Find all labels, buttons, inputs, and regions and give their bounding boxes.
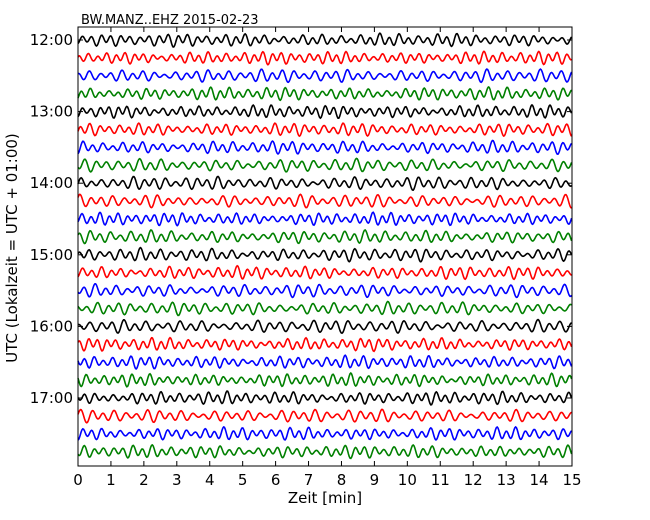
trace-line bbox=[77, 139, 573, 156]
y-tick-label: 14:00 bbox=[30, 174, 73, 192]
x-tick-label: 14 bbox=[530, 471, 549, 489]
trace-line bbox=[77, 318, 573, 335]
x-tick-label: 7 bbox=[304, 471, 314, 489]
x-tick-label: 10 bbox=[398, 471, 417, 489]
x-tick-label: 9 bbox=[370, 471, 380, 489]
trace-line bbox=[77, 68, 573, 84]
trace-line bbox=[77, 283, 573, 299]
x-tick-label: 8 bbox=[337, 471, 347, 489]
trace-line bbox=[77, 211, 573, 227]
trace-line bbox=[77, 175, 573, 191]
chart-title: BW.MANZ..EHZ 2015-02-23 bbox=[81, 13, 259, 28]
y-axis-label: UTC (Lokalzeit = UTC + 01:00) bbox=[3, 133, 21, 363]
trace-line bbox=[77, 300, 573, 317]
y-tick-label: 12:00 bbox=[30, 31, 73, 49]
x-tick-label: 13 bbox=[497, 471, 516, 489]
x-tick-label: 4 bbox=[205, 471, 215, 489]
x-tick-label: 2 bbox=[139, 471, 149, 489]
trace-line bbox=[77, 336, 573, 353]
x-tick-label: 5 bbox=[238, 471, 248, 489]
x-tick-label: 6 bbox=[271, 471, 281, 489]
x-tick-label: 11 bbox=[431, 471, 450, 489]
trace-line bbox=[77, 103, 573, 120]
x-tick-label: 12 bbox=[464, 471, 483, 489]
x-axis-ticks: 0 1 2 3 4 5 6 7 8 9 10 11 12 13 14 15 bbox=[73, 27, 582, 489]
y-tick-label: 13:00 bbox=[30, 103, 73, 121]
y-axis-ticks: 12:00 13:00 14:00 15:00 16:00 17:00 bbox=[30, 31, 572, 407]
trace-line bbox=[77, 408, 572, 424]
trace-line bbox=[77, 86, 573, 102]
x-tick-label: 0 bbox=[73, 471, 83, 489]
x-tick-label: 1 bbox=[106, 471, 116, 489]
trace-line bbox=[77, 229, 573, 245]
plot-frame bbox=[77, 26, 573, 467]
seismogram-traces bbox=[77, 32, 573, 460]
y-tick-label: 15:00 bbox=[30, 246, 73, 264]
trace-line bbox=[77, 371, 573, 388]
y-tick-label: 16:00 bbox=[30, 317, 73, 335]
trace-line bbox=[77, 425, 573, 441]
trace-line bbox=[77, 157, 573, 173]
trace-line bbox=[77, 50, 572, 66]
x-tick-label: 3 bbox=[172, 471, 182, 489]
trace-line bbox=[77, 390, 573, 406]
trace-line bbox=[77, 246, 573, 263]
x-axis-label: Zeit [min] bbox=[288, 489, 362, 507]
trace-line bbox=[77, 354, 573, 370]
x-tick-label: 15 bbox=[562, 471, 581, 489]
trace-line bbox=[77, 443, 573, 460]
trace-line bbox=[77, 32, 573, 48]
trace-line bbox=[77, 122, 573, 138]
trace-line bbox=[77, 193, 573, 209]
y-tick-label: 17:00 bbox=[30, 389, 73, 407]
trace-line bbox=[77, 264, 572, 281]
